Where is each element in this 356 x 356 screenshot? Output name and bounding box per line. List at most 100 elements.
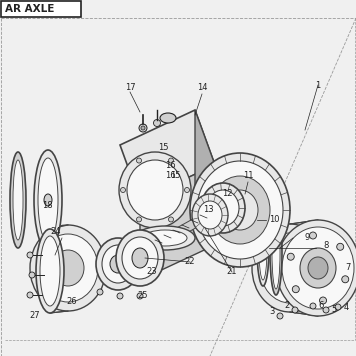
- Ellipse shape: [308, 257, 328, 279]
- Text: 4: 4: [344, 303, 349, 312]
- Text: 23: 23: [147, 267, 157, 277]
- Polygon shape: [140, 165, 215, 280]
- Text: 17: 17: [125, 83, 135, 91]
- Text: 7: 7: [345, 262, 351, 272]
- Text: 3: 3: [269, 308, 275, 316]
- Circle shape: [136, 217, 141, 222]
- Text: 6: 6: [318, 302, 324, 310]
- Ellipse shape: [197, 161, 283, 259]
- Circle shape: [337, 243, 344, 250]
- Ellipse shape: [132, 248, 148, 268]
- Text: 16: 16: [165, 171, 175, 179]
- Circle shape: [335, 304, 341, 310]
- Circle shape: [292, 307, 298, 313]
- Polygon shape: [290, 220, 318, 316]
- Circle shape: [323, 307, 329, 313]
- Text: 8: 8: [323, 241, 329, 251]
- Circle shape: [27, 292, 33, 298]
- Text: AR AXLE: AR AXLE: [5, 4, 54, 14]
- Circle shape: [153, 120, 161, 126]
- Circle shape: [117, 293, 123, 299]
- Ellipse shape: [52, 250, 84, 286]
- Ellipse shape: [135, 226, 195, 250]
- Circle shape: [184, 188, 189, 193]
- Ellipse shape: [30, 225, 106, 311]
- Polygon shape: [120, 110, 215, 200]
- Circle shape: [136, 158, 141, 163]
- Ellipse shape: [13, 160, 23, 240]
- Circle shape: [141, 126, 145, 130]
- Ellipse shape: [272, 217, 280, 289]
- Ellipse shape: [257, 210, 269, 286]
- Text: 12: 12: [222, 188, 232, 198]
- Text: 1: 1: [315, 80, 321, 89]
- Ellipse shape: [44, 194, 52, 206]
- Circle shape: [29, 272, 35, 278]
- Circle shape: [309, 232, 316, 239]
- Text: 9: 9: [304, 234, 310, 242]
- Ellipse shape: [300, 248, 336, 288]
- Circle shape: [287, 253, 294, 260]
- Text: 25: 25: [138, 290, 148, 299]
- Ellipse shape: [38, 234, 98, 302]
- Circle shape: [320, 297, 326, 304]
- Ellipse shape: [198, 201, 222, 229]
- Text: 5: 5: [331, 305, 337, 314]
- Polygon shape: [155, 215, 210, 245]
- Text: 15: 15: [170, 171, 180, 179]
- Ellipse shape: [102, 245, 134, 283]
- Ellipse shape: [10, 152, 26, 248]
- Text: 2: 2: [284, 302, 290, 310]
- Ellipse shape: [207, 190, 239, 226]
- Text: 24: 24: [51, 227, 61, 236]
- Circle shape: [137, 293, 143, 299]
- Ellipse shape: [222, 190, 258, 230]
- Ellipse shape: [210, 176, 270, 244]
- Ellipse shape: [116, 230, 164, 286]
- Text: 14: 14: [197, 84, 207, 93]
- Text: 21: 21: [227, 267, 237, 277]
- FancyBboxPatch shape: [1, 1, 81, 17]
- Circle shape: [310, 303, 316, 309]
- Ellipse shape: [252, 224, 328, 312]
- Text: 15: 15: [158, 142, 168, 152]
- Ellipse shape: [119, 152, 191, 228]
- Polygon shape: [195, 110, 215, 245]
- Ellipse shape: [34, 150, 62, 250]
- Ellipse shape: [127, 160, 183, 220]
- Ellipse shape: [274, 250, 306, 286]
- Text: 13: 13: [203, 205, 213, 215]
- Ellipse shape: [36, 229, 64, 313]
- Circle shape: [120, 188, 126, 193]
- Circle shape: [97, 289, 103, 295]
- Polygon shape: [50, 225, 68, 313]
- Ellipse shape: [190, 153, 290, 267]
- Ellipse shape: [143, 230, 187, 246]
- Ellipse shape: [160, 113, 176, 123]
- Circle shape: [27, 252, 33, 258]
- Circle shape: [139, 124, 147, 132]
- Ellipse shape: [282, 227, 354, 309]
- Ellipse shape: [270, 211, 282, 295]
- Text: 11: 11: [243, 172, 253, 180]
- Ellipse shape: [122, 237, 158, 279]
- Ellipse shape: [110, 255, 126, 273]
- Text: 16: 16: [165, 161, 175, 169]
- Circle shape: [277, 313, 283, 319]
- Circle shape: [342, 276, 349, 283]
- Text: 18: 18: [42, 201, 52, 210]
- Ellipse shape: [96, 238, 140, 290]
- Circle shape: [168, 217, 173, 222]
- Text: 26: 26: [67, 298, 77, 307]
- Ellipse shape: [38, 158, 58, 242]
- Ellipse shape: [259, 216, 267, 280]
- Circle shape: [168, 158, 173, 163]
- Ellipse shape: [276, 220, 356, 316]
- Text: 22: 22: [185, 257, 195, 267]
- Ellipse shape: [260, 233, 320, 303]
- Ellipse shape: [201, 183, 245, 233]
- Text: 10: 10: [269, 215, 279, 224]
- Text: 27: 27: [30, 312, 40, 320]
- Ellipse shape: [40, 236, 60, 306]
- Ellipse shape: [192, 194, 228, 236]
